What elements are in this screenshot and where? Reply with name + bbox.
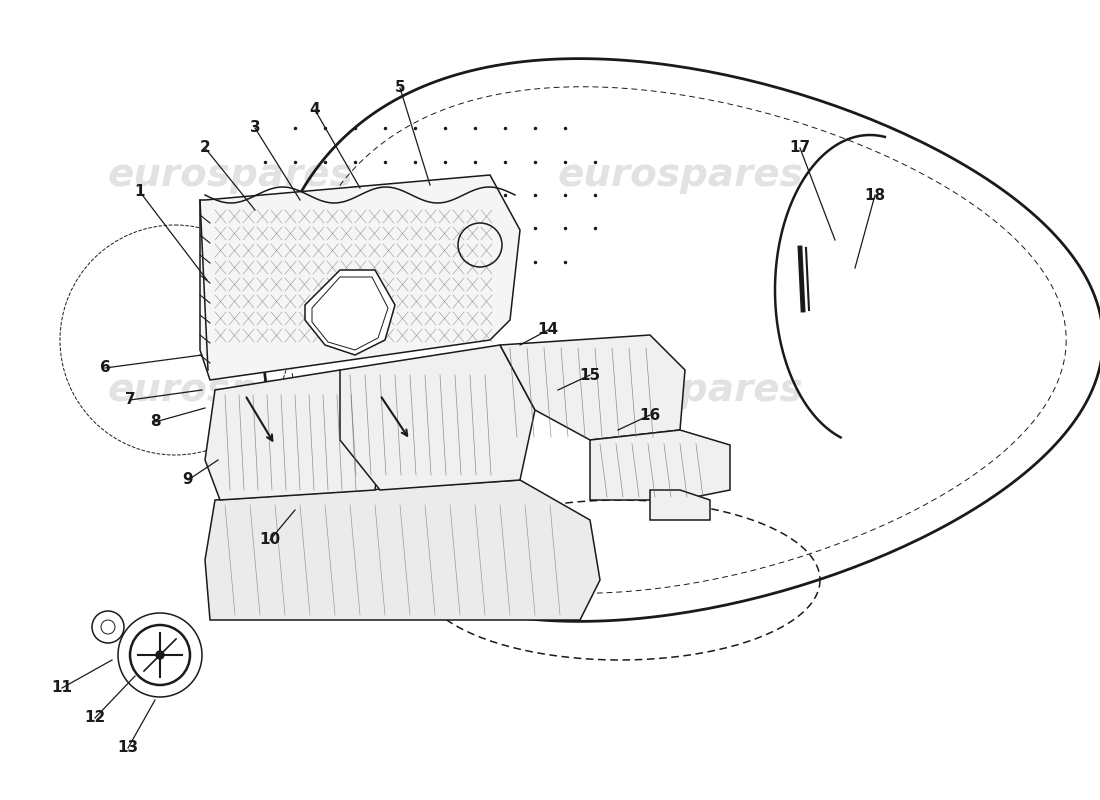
Polygon shape [200, 175, 520, 380]
Text: 6: 6 [100, 361, 110, 375]
Text: eurospares: eurospares [557, 156, 803, 194]
Text: 13: 13 [118, 741, 139, 755]
Polygon shape [500, 335, 685, 440]
Text: 8: 8 [150, 414, 161, 430]
Polygon shape [305, 270, 395, 355]
Text: 17: 17 [790, 141, 811, 155]
Text: 1: 1 [134, 185, 145, 199]
Text: 16: 16 [639, 407, 661, 422]
Text: eurospares: eurospares [107, 156, 353, 194]
Text: 3: 3 [250, 121, 261, 135]
Text: 10: 10 [260, 533, 280, 547]
Text: 11: 11 [52, 681, 73, 695]
Text: 14: 14 [538, 322, 559, 338]
Text: 5: 5 [395, 81, 405, 95]
Polygon shape [205, 480, 600, 620]
Text: 4: 4 [310, 102, 320, 118]
Text: 15: 15 [580, 367, 601, 382]
Text: 9: 9 [183, 473, 194, 487]
Text: 12: 12 [85, 710, 106, 726]
Text: 2: 2 [199, 141, 210, 155]
Text: eurospares: eurospares [107, 371, 353, 409]
Polygon shape [205, 370, 380, 500]
Polygon shape [650, 490, 710, 520]
Circle shape [156, 651, 164, 659]
Polygon shape [590, 430, 730, 500]
Text: 18: 18 [865, 187, 886, 202]
Polygon shape [340, 345, 535, 490]
Text: eurospares: eurospares [557, 371, 803, 409]
Text: 7: 7 [124, 393, 135, 407]
